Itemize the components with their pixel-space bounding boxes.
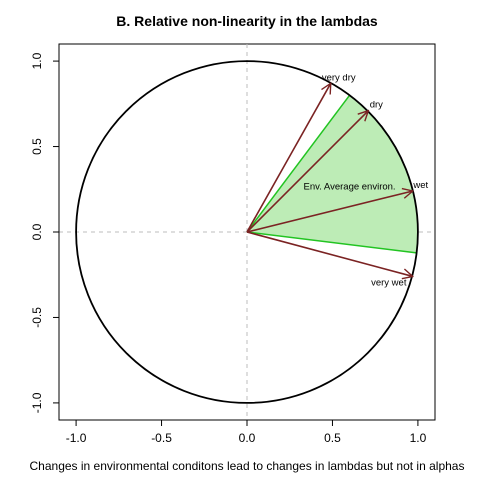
annotation-label: Env. Average environ. bbox=[304, 181, 396, 192]
arrow-very-dry bbox=[246, 83, 331, 233]
y-tick-label: -0.5 bbox=[30, 307, 44, 328]
unit-circle bbox=[75, 60, 419, 404]
shaded-sector bbox=[247, 95, 418, 253]
arrow-labels-group: very dry dry wet very wet bbox=[322, 72, 429, 288]
arrow-label-very-dry: very dry bbox=[322, 72, 356, 83]
y-tick-label: 0.5 bbox=[30, 138, 44, 155]
y-tick-label: 0.0 bbox=[30, 223, 44, 240]
arrow-very-wet bbox=[246, 231, 413, 276]
arrows-group bbox=[246, 83, 413, 276]
arrow-label-very-wet: very wet bbox=[371, 277, 407, 288]
arrow-dry bbox=[246, 111, 368, 233]
y-tick-label: 1.0 bbox=[30, 52, 44, 69]
x-axis-title: Changes in environmental conditons lead … bbox=[30, 459, 465, 473]
y-tick-label: -1.0 bbox=[30, 392, 44, 413]
arrow-label-wet: wet bbox=[412, 180, 428, 191]
x-axis: -1.0 -0.5 0.0 0.5 1.0 bbox=[66, 419, 427, 445]
x-tick-label: -0.5 bbox=[151, 431, 172, 445]
sector-upper-edge bbox=[246, 94, 351, 233]
sector-lower-edge bbox=[246, 231, 417, 254]
x-tick-label: 0.0 bbox=[239, 431, 256, 445]
shaded-sector-group bbox=[246, 94, 418, 254]
x-tick-label: -1.0 bbox=[66, 431, 87, 445]
x-tick-label: 1.0 bbox=[410, 431, 427, 445]
annotations-group: Env. Average environ. bbox=[304, 181, 396, 192]
unit-circle-group bbox=[75, 60, 419, 404]
arrow-label-dry: dry bbox=[370, 100, 383, 111]
x-tick-label: 0.5 bbox=[324, 431, 341, 445]
y-axis: -1.0 -0.5 0.0 0.5 1.0 bbox=[30, 52, 60, 413]
chart-title: B. Relative non-linearity in the lambdas bbox=[116, 13, 378, 29]
arrow-wet bbox=[246, 191, 413, 233]
